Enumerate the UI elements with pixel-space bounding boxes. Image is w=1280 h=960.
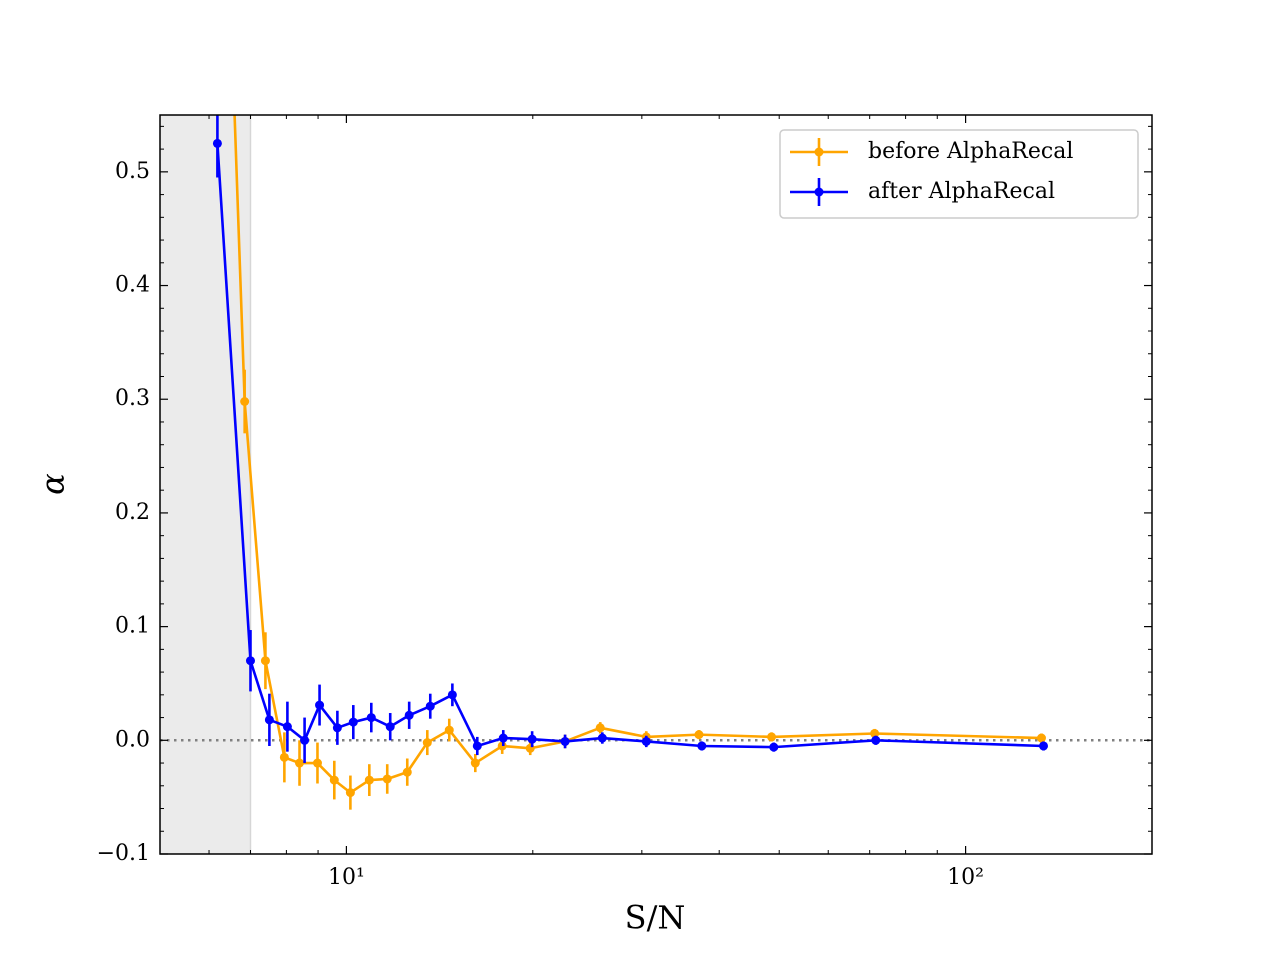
data-point <box>470 758 480 768</box>
legend-box <box>779 129 1139 219</box>
data-point <box>382 774 392 784</box>
plot-area <box>160 115 1152 854</box>
data-point <box>300 735 310 745</box>
y-tick-label: 0.1 <box>115 614 150 639</box>
data-point <box>366 713 376 723</box>
y-tick-label: −0.1 <box>97 841 150 866</box>
x-axis-label: S/N <box>625 899 686 937</box>
y-tick-label: 0.3 <box>115 386 150 411</box>
data-point <box>422 738 432 748</box>
data-point <box>527 734 537 744</box>
data-point <box>245 656 255 666</box>
data-point <box>425 701 435 711</box>
data-point <box>332 723 342 733</box>
data-point <box>402 767 412 777</box>
data-point <box>498 733 508 743</box>
data-point <box>282 722 292 732</box>
data-point <box>364 775 374 785</box>
data-point <box>404 710 414 720</box>
y-tick-label: 0.4 <box>115 273 150 298</box>
data-point <box>345 788 355 798</box>
data-point <box>264 715 274 725</box>
legend-label: after AlphaRecal <box>868 179 1055 204</box>
legend: before AlphaRecal after AlphaRecal <box>779 129 1139 219</box>
x-tick-label: 10² <box>947 865 984 890</box>
legend-marker <box>814 187 824 197</box>
x-tick-label: 10¹ <box>328 865 365 890</box>
data-point <box>447 690 457 700</box>
data-point <box>329 775 339 785</box>
data-point <box>641 736 651 746</box>
data-point <box>472 741 482 751</box>
data-point <box>444 725 454 735</box>
data-point <box>597 733 607 743</box>
series-line <box>216 143 1044 749</box>
data-point <box>348 717 358 727</box>
data-point <box>279 752 289 762</box>
data-point <box>595 723 605 733</box>
shaded-region <box>160 115 252 854</box>
data-point <box>871 735 881 745</box>
axes-frame <box>159 114 1153 855</box>
data-point <box>560 736 570 746</box>
data-point <box>694 730 704 740</box>
data-point <box>212 138 222 148</box>
y-axis-label: α <box>34 473 72 495</box>
data-point <box>312 758 322 768</box>
legend-label: before AlphaRecal <box>868 139 1073 164</box>
data-point <box>315 700 325 710</box>
data-point <box>769 742 779 752</box>
data-point <box>240 397 250 407</box>
y-tick-label: 0.2 <box>115 500 150 525</box>
y-tick-label: 0.5 <box>115 159 150 184</box>
data-point <box>870 728 880 738</box>
data-point <box>260 656 270 666</box>
data-point <box>697 741 707 751</box>
data-point <box>767 732 777 742</box>
legend-marker <box>814 147 824 157</box>
data-point <box>295 758 305 768</box>
data-point <box>1036 733 1046 743</box>
series-line <box>233 115 1042 794</box>
y-tick-label: 0.0 <box>115 727 150 752</box>
data-point <box>1039 741 1049 751</box>
data-point <box>385 722 395 732</box>
